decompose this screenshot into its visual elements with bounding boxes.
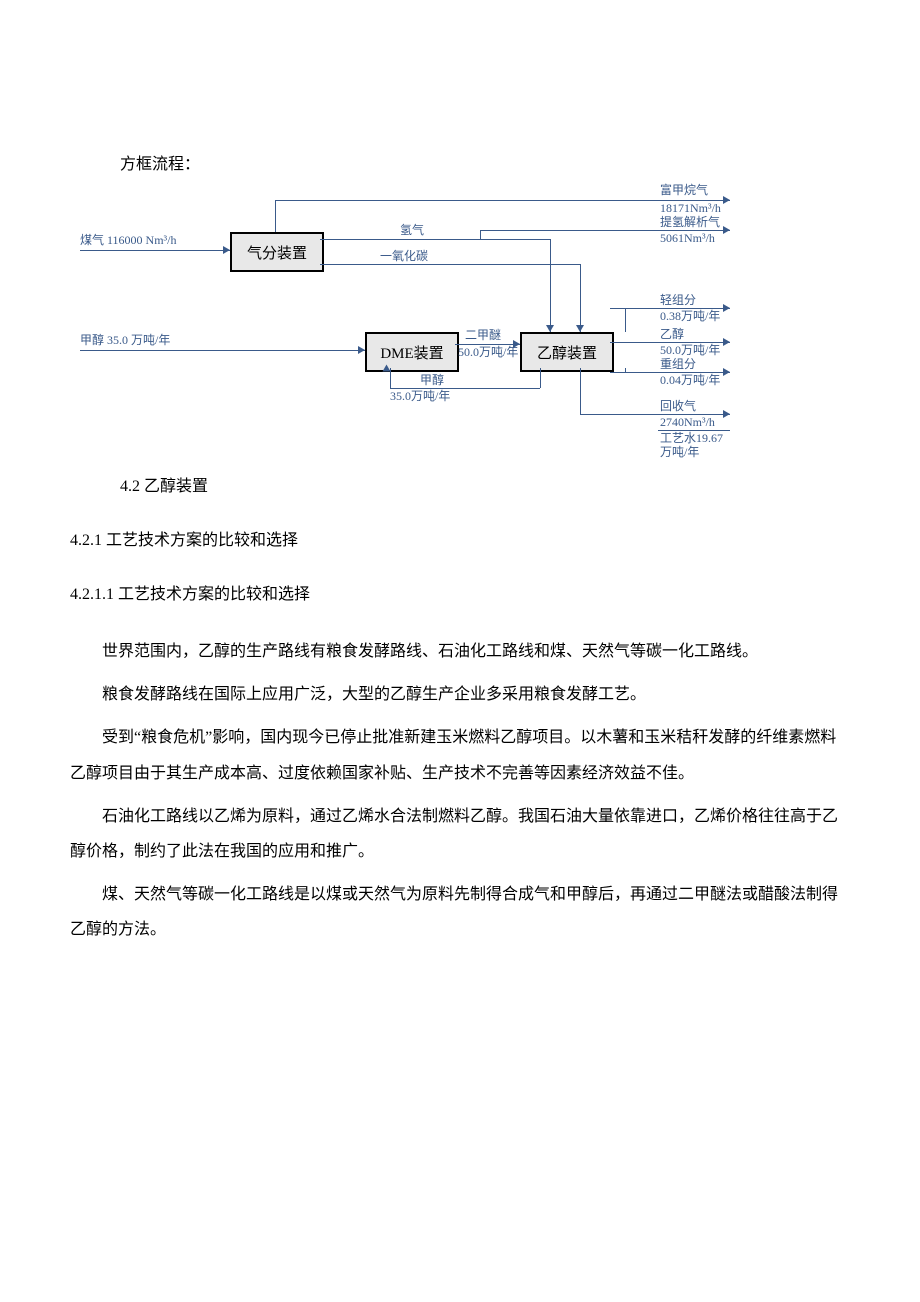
edge-label: 甲醇 bbox=[420, 374, 444, 388]
node-gas-separation: 气分装置 bbox=[230, 232, 324, 272]
edge bbox=[320, 264, 580, 265]
edge-label-input-gas: 煤气 116000 Nm³/h bbox=[80, 234, 177, 248]
edge-label: 35.0万吨/年 bbox=[390, 390, 450, 404]
arrow-icon bbox=[723, 304, 730, 312]
edge bbox=[320, 239, 550, 240]
node-ethanol: 乙醇装置 bbox=[520, 332, 614, 372]
edge-label-co: 一氧化碳 bbox=[380, 250, 428, 264]
edge bbox=[80, 250, 230, 251]
paragraph: 煤、天然气等碳一化工路线是以煤或天然气为原料先制得合成气和甲醇后，再通过二甲醚法… bbox=[70, 877, 850, 947]
edge-label: 2740Nm³/h bbox=[660, 416, 715, 430]
edge bbox=[550, 239, 551, 332]
node-dme: DME装置 bbox=[365, 332, 459, 372]
edge-label: 万吨/年 bbox=[660, 446, 699, 460]
arrow-icon bbox=[576, 325, 584, 332]
edge bbox=[275, 200, 276, 232]
edge-label: 富甲烷气 bbox=[660, 184, 708, 198]
edge-label: 重组分 bbox=[660, 358, 696, 372]
edge-label-input-meoh: 甲醇 35.0 万吨/年 bbox=[80, 334, 170, 348]
arrow-icon bbox=[223, 246, 230, 254]
edge-label: 50.0万吨/年 bbox=[660, 344, 720, 358]
paragraph: 粮食发酵路线在国际上应用广泛，大型的乙醇生产企业多采用粮食发酵工艺。 bbox=[70, 677, 850, 712]
edge bbox=[80, 350, 365, 351]
arrow-icon bbox=[383, 365, 391, 372]
edge bbox=[580, 368, 581, 414]
edge-label: 工艺水19.67 bbox=[660, 432, 723, 446]
edge-label: 轻组分 bbox=[660, 294, 696, 308]
edge bbox=[625, 308, 626, 332]
edge-label: 回收气 bbox=[660, 400, 696, 414]
paragraph: 世界范围内，乙醇的生产路线有粮食发酵路线、石油化工路线和煤、天然气等碳一化工路线… bbox=[70, 634, 850, 669]
arrow-icon bbox=[723, 338, 730, 346]
heading-4-2: 4.2 乙醇装置 bbox=[120, 472, 850, 496]
edge-label: 0.38万吨/年 bbox=[660, 310, 720, 324]
edge-label: 5061Nm³/h bbox=[660, 232, 715, 246]
paragraph: 受到“粮食危机”影响，国内现今已停止批准新建玉米燃料乙醇项目。以木薯和玉米秸秆发… bbox=[70, 720, 850, 790]
arrow-icon bbox=[546, 325, 554, 332]
edge bbox=[480, 230, 481, 239]
edge-label: 18171Nm³/h bbox=[660, 202, 721, 216]
arrow-icon bbox=[723, 368, 730, 376]
paragraph: 石油化工路线以乙烯为原料，通过乙烯水合法制燃料乙醇。我国石油大量依靠进口，乙烯价… bbox=[70, 799, 850, 869]
edge-label: 提氢解析气 bbox=[660, 216, 720, 230]
edge-label-h2: 氢气 bbox=[400, 224, 424, 238]
edge bbox=[540, 368, 541, 388]
edge bbox=[580, 264, 581, 332]
edge-label: 二甲醚 bbox=[465, 329, 501, 343]
node-label: 乙醇装置 bbox=[537, 342, 597, 363]
node-label: DME装置 bbox=[380, 342, 443, 363]
edge-label: 0.04万吨/年 bbox=[660, 374, 720, 388]
arrow-icon bbox=[723, 410, 730, 418]
edge-label: 50.0万吨/年 bbox=[458, 346, 518, 360]
heading-flow: 方框流程： bbox=[120, 150, 850, 174]
flow-diagram: 气分装置 DME装置 乙醇装置 煤气 116000 Nm³/h 甲醇 35.0 … bbox=[80, 182, 840, 452]
node-label: 气分装置 bbox=[247, 242, 307, 263]
heading-4-2-1: 4.2.1 工艺技术方案的比较和选择 bbox=[70, 526, 850, 550]
edge-label: 乙醇 bbox=[660, 328, 684, 342]
arrow-icon bbox=[358, 346, 365, 354]
heading-4-2-1-1: 4.2.1.1 工艺技术方案的比较和选择 bbox=[70, 580, 850, 604]
